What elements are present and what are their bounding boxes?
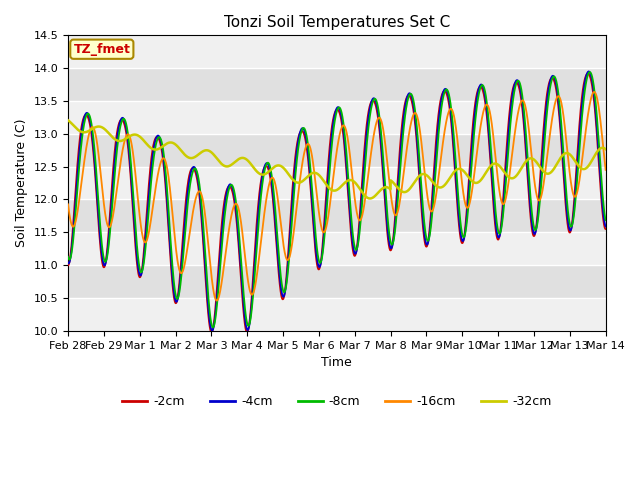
-16cm	[64, 202, 72, 207]
-4cm	[294, 142, 301, 147]
Line: -2cm: -2cm	[68, 73, 605, 333]
Line: -16cm: -16cm	[68, 92, 605, 300]
Title: Tonzi Soil Temperatures Set C: Tonzi Soil Temperatures Set C	[224, 15, 450, 30]
-32cm	[534, 160, 541, 166]
-4cm	[591, 106, 599, 111]
-8cm	[64, 254, 72, 260]
Legend: -2cm, -4cm, -8cm, -16cm, -32cm: -2cm, -4cm, -8cm, -16cm, -32cm	[117, 390, 557, 413]
-32cm	[366, 196, 374, 202]
Bar	[68, 36, 605, 68]
-2cm	[157, 145, 165, 151]
Line: -32cm: -32cm	[68, 120, 605, 199]
-8cm	[602, 217, 609, 223]
-8cm	[209, 324, 217, 330]
Bar	[68, 232, 605, 265]
-2cm	[243, 330, 251, 336]
-4cm	[157, 140, 165, 146]
-4cm	[125, 151, 133, 157]
-32cm	[64, 118, 72, 123]
-32cm	[602, 146, 609, 152]
-4cm	[602, 224, 609, 229]
-32cm	[591, 152, 599, 157]
Line: -8cm: -8cm	[68, 72, 605, 327]
-16cm	[213, 298, 221, 303]
-8cm	[586, 69, 594, 75]
-4cm	[271, 206, 278, 212]
Bar	[68, 298, 605, 331]
-32cm	[294, 180, 301, 185]
-16cm	[157, 158, 165, 164]
-8cm	[125, 143, 133, 149]
-2cm	[584, 71, 592, 76]
Text: TZ_fmet: TZ_fmet	[74, 43, 131, 56]
-4cm	[64, 260, 72, 266]
-8cm	[534, 221, 541, 227]
-4cm	[208, 328, 216, 334]
-8cm	[294, 150, 301, 156]
-16cm	[125, 133, 133, 139]
-16cm	[294, 196, 301, 202]
-8cm	[591, 97, 599, 103]
-2cm	[294, 138, 301, 144]
-4cm	[534, 218, 541, 224]
-32cm	[270, 164, 278, 170]
-32cm	[157, 144, 165, 150]
-8cm	[271, 196, 278, 202]
Y-axis label: Soil Temperature (C): Soil Temperature (C)	[15, 119, 28, 247]
-2cm	[64, 263, 72, 268]
-4cm	[585, 69, 593, 74]
-16cm	[534, 195, 541, 201]
-16cm	[602, 167, 609, 173]
Line: -4cm: -4cm	[68, 72, 605, 331]
-2cm	[591, 112, 599, 118]
-8cm	[157, 138, 165, 144]
-16cm	[271, 178, 278, 183]
Bar	[68, 167, 605, 200]
X-axis label: Time: Time	[321, 356, 352, 369]
-2cm	[271, 214, 278, 219]
-16cm	[591, 90, 599, 96]
-2cm	[125, 157, 133, 163]
-32cm	[125, 133, 133, 139]
Bar	[68, 101, 605, 134]
-2cm	[534, 214, 541, 219]
-2cm	[602, 226, 609, 232]
-16cm	[590, 89, 598, 95]
